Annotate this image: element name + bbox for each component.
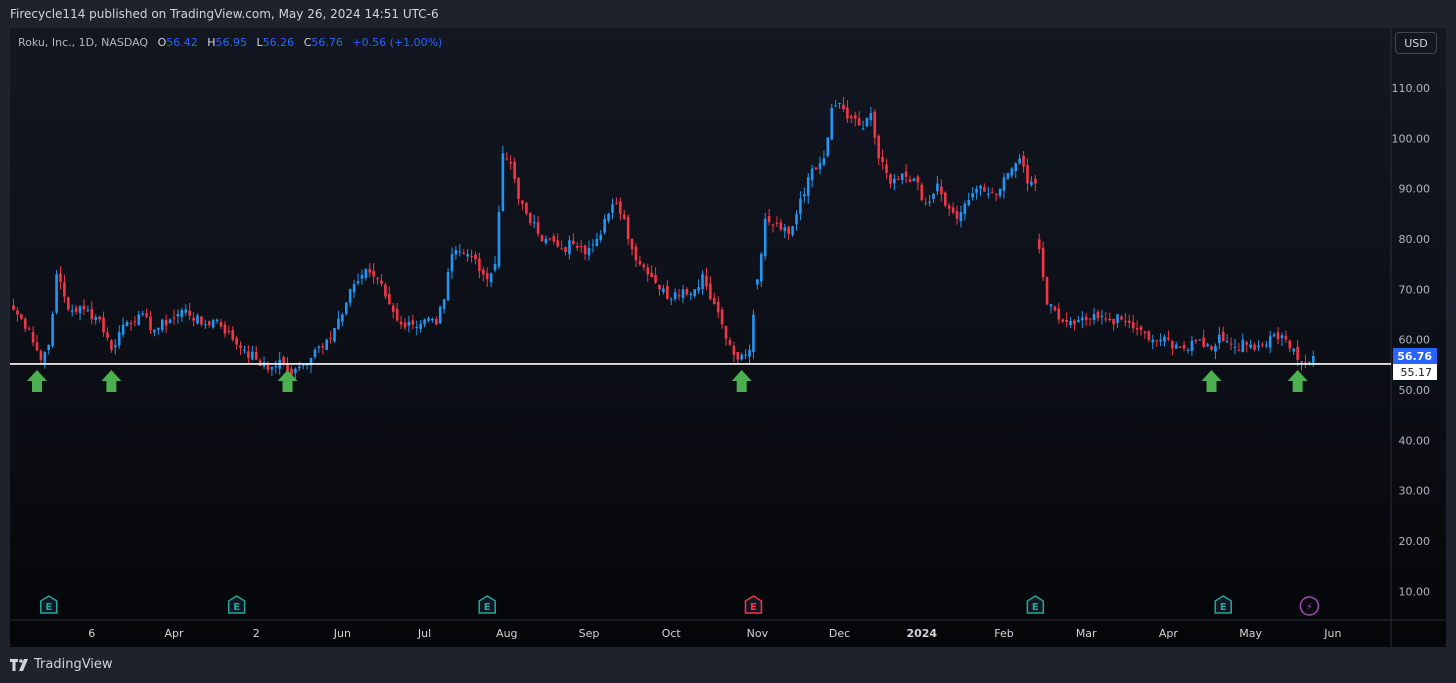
open-value: 56.42 [166, 36, 198, 49]
publish-header: Firecycle114 published on TradingView.co… [0, 0, 1456, 28]
chart-pane[interactable] [10, 28, 1446, 647]
close-label: C [303, 36, 312, 49]
high-label: H [207, 36, 216, 49]
open-label: O [157, 36, 167, 49]
ohlc-legend: Roku, Inc., 1D, NASDAQ O56.42 H56.95 L56… [18, 36, 442, 49]
brand-name: TradingView [34, 657, 113, 672]
high-value: 56.95 [215, 36, 248, 49]
currency-button[interactable]: USD [1395, 32, 1437, 54]
close-value: 56.76 [311, 36, 343, 49]
tradingview-logo-icon [10, 658, 28, 671]
tradingview-logo[interactable]: TradingView [10, 657, 113, 672]
change-value: +0.56 (+1.00%) [352, 36, 443, 49]
symbol-title[interactable]: Roku, Inc., 1D, NASDAQ [18, 36, 149, 49]
footer-bar: TradingView [0, 647, 1456, 683]
publish-line: Firecycle114 published on TradingView.co… [10, 7, 439, 21]
low-label: L [256, 36, 263, 49]
low-value: 56.26 [262, 36, 295, 49]
